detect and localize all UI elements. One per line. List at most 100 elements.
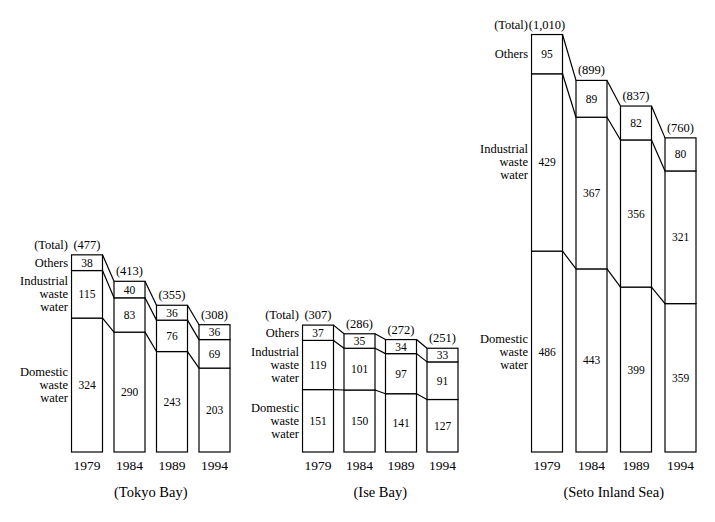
chart-title: (Seto Inland Sea) [563,484,664,501]
chart-title: (Tokyo Bay) [114,484,188,501]
x-tick-label: 1979 [74,458,101,473]
x-tick-label: 1989 [623,458,650,473]
x-tick-label: 1979 [305,458,332,473]
bar-segment [114,332,145,452]
bar-segment [621,106,652,140]
connector [334,325,345,334]
bar-segment [199,325,230,340]
connector [188,320,200,339]
bar-segment [386,354,417,394]
bar-segment [532,251,563,452]
bar-segment [72,271,103,319]
data-label: 36 [209,326,221,338]
data-label: 83 [124,309,136,321]
series-label-line: waste [271,358,300,372]
series-label-line: water [40,300,69,314]
data-label: 36 [166,307,178,319]
connector [417,340,428,349]
data-label: 119 [310,359,327,371]
total-label: (1,010) [529,18,565,32]
chart: 151150141127119101979137353433Domesticwa… [251,308,458,501]
bar-segment [303,340,334,389]
bar-segment [427,348,458,362]
connector [417,394,428,400]
connector [375,334,386,340]
connector [563,74,577,117]
plot-area [72,255,231,452]
data-label: 356 [627,208,645,220]
bar-segment [665,138,696,171]
bar-segment [427,400,458,452]
data-label: 443 [583,354,601,366]
x-tick-label: 1984 [346,458,373,473]
series-label: Others [266,326,299,340]
connector [652,140,666,171]
data-label: 367 [583,187,601,199]
series-label: Others [35,256,68,270]
labels: 32429024320311583766938403636Domesticwas… [20,238,228,501]
series-label: Domesticwastewater [480,332,529,372]
total-label: (899) [578,63,605,77]
series-label-line: water [271,427,300,441]
connector [607,80,621,106]
connector [563,251,577,269]
labels: 48644339935942936735632195898280Domestic… [480,18,694,501]
series-label-line: waste [40,378,69,392]
data-label: 150 [351,415,369,427]
series-label-line: water [40,391,69,405]
bar-segment [303,325,334,340]
connector [652,106,666,138]
bar-segment [303,390,334,452]
data-label: 243 [163,396,181,408]
series-label-line: Others [266,326,299,340]
total-label: (413) [116,264,143,278]
data-label: 37 [312,327,324,339]
total-label: (837) [622,89,649,103]
data-label: 38 [81,257,93,269]
data-label: 33 [437,349,449,361]
connector [417,354,428,362]
connector [563,35,577,81]
x-tick-label: 1994 [667,458,694,473]
bar-segment [114,281,145,298]
data-label: 324 [78,379,96,391]
bar-segment [199,340,230,369]
series-label: Industrialwastewater [251,345,300,385]
x-tick-label: 1989 [159,458,186,473]
total-label: (355) [158,288,185,302]
x-tick-label: 1979 [534,458,561,473]
total-label: (251) [429,331,456,345]
series-label: Domesticwastewater [20,365,69,405]
bar-segment [199,368,230,452]
chart: 48644339935942936735632195898280Domestic… [480,18,696,501]
bar-segment [576,117,607,269]
data-label: 115 [79,288,96,300]
bar-segment [72,255,103,271]
series-label: Industrialwastewater [480,142,529,182]
bar-segment [576,269,607,452]
data-label: 151 [309,415,327,427]
bar-segment [157,305,188,320]
series-label-line: water [500,358,529,372]
bar-segment [72,318,103,452]
chart-title: (Ise Bay) [353,484,407,501]
bar-segment [344,390,375,452]
connector [188,352,200,369]
total-name: (Total) [494,18,528,32]
total-label: (272) [387,323,414,337]
series-label-line: Industrial [20,274,68,288]
plot-area [532,35,697,452]
data-label: 34 [395,341,407,353]
data-label: 69 [209,348,221,360]
data-label: 203 [206,404,224,416]
connector [607,269,621,287]
data-label: 359 [672,372,690,384]
data-label: 76 [166,330,178,342]
data-label: 95 [541,48,553,60]
series-label: Domesticwastewater [251,401,300,441]
total-name: (Total) [34,238,68,252]
bar-segment [665,171,696,304]
series-label-line: waste [40,287,69,301]
labels: 151150141127119101979137353433Domesticwa… [251,308,456,501]
bar-segment [532,35,563,74]
